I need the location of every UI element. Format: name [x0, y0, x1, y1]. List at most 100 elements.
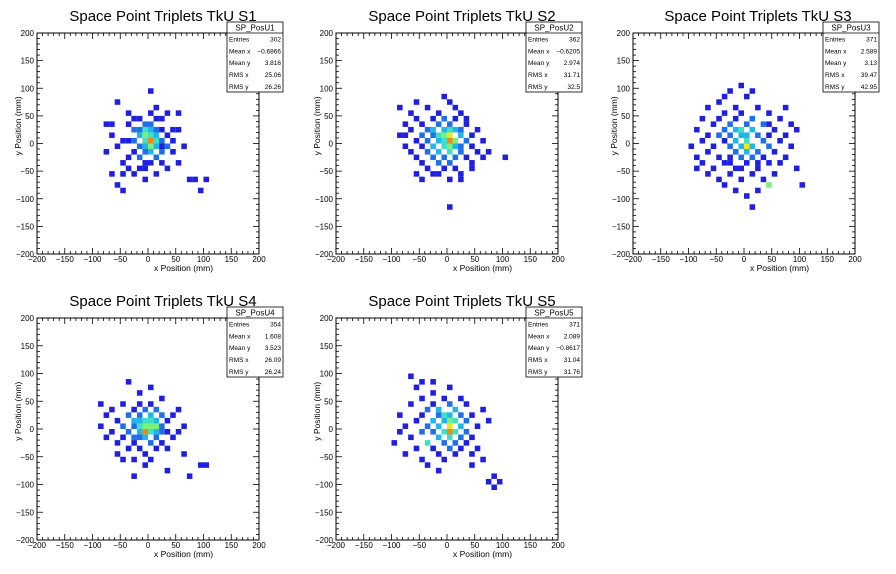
heatmap-cell: [153, 132, 160, 138]
heatmap-cell: [458, 132, 464, 138]
heatmap-cell: [175, 406, 182, 413]
heatmap-cell: [181, 451, 187, 457]
heatmap-cell: [766, 110, 772, 116]
y-tick-label: 50: [324, 397, 333, 406]
heatmap-cell: [480, 406, 486, 413]
heatmap-cell: [441, 126, 447, 133]
x-tick-label: 200: [848, 255, 862, 264]
stats-box-name: SP_PosU3: [831, 24, 871, 33]
stats-row-value: 2.089: [564, 333, 581, 340]
heatmap-cells: [103, 88, 210, 194]
heatmap-cell: [435, 121, 442, 127]
heatmap-cell: [424, 462, 431, 468]
heatmap-cell: [148, 132, 154, 138]
heatmap-cell: [699, 115, 706, 122]
heatmap-cell: [114, 143, 121, 150]
heatmap-cell: [782, 154, 789, 161]
heatmap-cell: [159, 126, 165, 133]
heatmap-cells: [98, 379, 210, 479]
heatmap-cell: [777, 160, 783, 166]
heatmap-cell: [755, 160, 761, 166]
heatmap-cell: [142, 126, 148, 133]
heatmap-cell: [469, 143, 475, 150]
heatmap-cell: [447, 412, 453, 418]
heatmap-cell: [391, 440, 398, 446]
heatmap-cell: [755, 187, 761, 194]
heatmap-cell: [131, 115, 137, 122]
heatmap-cell: [120, 187, 126, 194]
x-tick-label: 200: [252, 255, 266, 264]
y-tick-label: −200: [315, 250, 334, 259]
stats-box-frame: [226, 21, 284, 93]
heatmap-cell: [136, 423, 143, 429]
stats-row-value: −0.6866: [257, 48, 281, 55]
heatmap-cell: [469, 462, 475, 468]
heatmap-cell: [148, 137, 154, 144]
stats-row-label: Entries: [528, 37, 549, 44]
heatmap-cell: [131, 406, 137, 413]
heatmap-cell: [197, 187, 204, 194]
heatmap-cell: [447, 423, 453, 429]
heatmap-cell: [732, 165, 739, 172]
y-tick-label: −100: [612, 195, 631, 204]
heatmap-cell: [469, 412, 475, 418]
y-tick-label: 100: [320, 370, 334, 379]
heatmap-cell: [491, 473, 497, 479]
heatmap-cell: [175, 160, 182, 166]
heatmap-cell: [148, 417, 154, 424]
heatmap-cell: [413, 154, 420, 161]
heatmap-cell: [430, 171, 436, 177]
stats-row-value: 32.5: [567, 84, 580, 91]
heatmap-cell: [103, 434, 110, 441]
heatmap-cell: [430, 417, 436, 424]
heatmap-cell: [120, 423, 126, 429]
x-tick-label: 50: [470, 541, 479, 550]
heatmap-cell: [694, 154, 700, 161]
heatmap-cell: [170, 412, 176, 418]
heatmap-cell: [136, 434, 143, 441]
heatmap-cell: [721, 93, 728, 100]
heatmap-cell: [705, 132, 711, 138]
x-tick-label: 200: [252, 541, 266, 550]
heatmap-cell: [419, 132, 425, 138]
x-tick-label: −150: [652, 255, 671, 264]
stats-row-value: −0.6205: [556, 48, 580, 55]
stats-row-value: 3.523: [265, 345, 282, 352]
y-tick-label: 100: [617, 84, 631, 93]
heatmap-cell: [447, 99, 453, 105]
heatmap-cell: [782, 132, 789, 138]
heatmap-cell: [170, 126, 176, 133]
x-tick-label: 0: [146, 541, 151, 550]
heatmap-cell: [755, 165, 761, 172]
heatmap-cell: [788, 143, 794, 150]
y-tick-label: −200: [16, 250, 35, 259]
stats-row-label: RMS y: [229, 84, 249, 91]
heatmap-cell: [447, 149, 453, 155]
heatmap-cell: [114, 99, 121, 105]
heatmap-cell: [732, 126, 739, 133]
heatmap-cell: [458, 176, 464, 183]
x-tick-label: 0: [146, 255, 151, 264]
heatmap-cell: [474, 149, 481, 155]
heatmap-cell: [430, 154, 436, 161]
heatmap-cell: [435, 451, 442, 457]
heatmap-cell: [103, 149, 110, 155]
heatmap-cell: [480, 456, 486, 463]
heatmap-cell: [441, 395, 447, 402]
heatmap-cell: [175, 126, 182, 133]
heatmap-cell: [142, 121, 148, 127]
heatmap-cell: [749, 126, 756, 133]
heatmap-cell: [766, 132, 772, 138]
heatmap-cell: [760, 121, 767, 127]
x-tick-label: −200: [28, 541, 47, 550]
x-tick-label: 150: [821, 255, 835, 264]
heatmap-cell: [159, 137, 165, 144]
heatmap-cell: [480, 154, 486, 161]
heatmap-cell: [441, 132, 447, 138]
x-tick-label: −50: [413, 541, 427, 550]
heatmap-cell: [413, 445, 420, 452]
heatmap-cell: [458, 445, 464, 452]
heatmap-cell: [441, 412, 447, 418]
y-tick-label: 200: [21, 29, 35, 38]
